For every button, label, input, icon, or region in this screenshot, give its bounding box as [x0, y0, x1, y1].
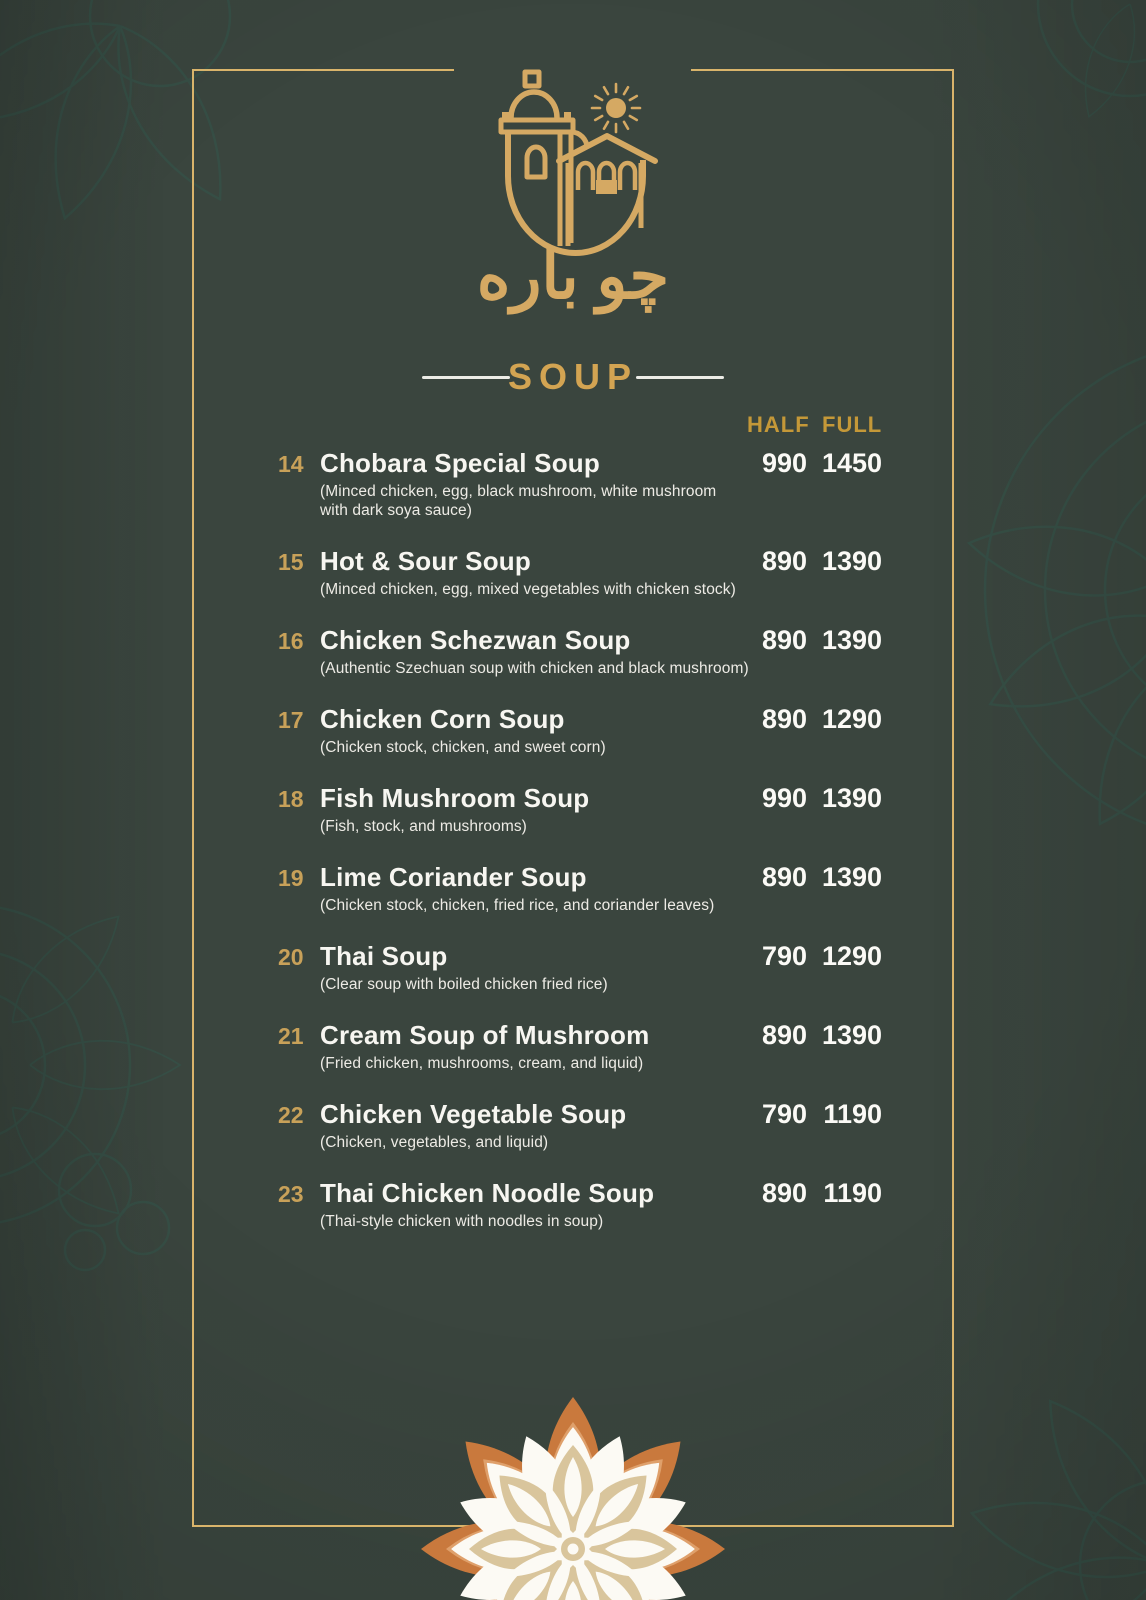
- item-price-half: 890: [761, 704, 807, 734]
- item-description: (Chicken stock, chicken, fried rice, and…: [320, 897, 715, 914]
- menu-item: 17 Chicken Corn Soup 890 1290 (Chicken s…: [278, 704, 882, 757]
- item-description: (Fish, stock, and mushrooms): [320, 818, 527, 835]
- item-name: Chicken Corn Soup: [320, 704, 565, 734]
- item-name: Chicken Vegetable Soup: [320, 1099, 627, 1129]
- item-name: Chobara Special Soup: [320, 448, 600, 478]
- frame-border-top-right-segment: [691, 69, 954, 71]
- item-name: Cream Soup of Mushroom: [320, 1020, 650, 1050]
- item-price-half: 890: [761, 862, 807, 892]
- item-number: 21: [278, 1023, 304, 1049]
- item-price-full: 1290: [822, 704, 883, 734]
- item-description: (Thai-style chicken with noodles in soup…: [320, 1213, 604, 1230]
- item-price-full: 1190: [823, 1178, 882, 1208]
- menu-item: 20 Thai Soup 790 1290 (Clear soup with b…: [278, 941, 882, 994]
- item-price-half: 990: [761, 783, 807, 813]
- item-description: (Fried chicken, mushrooms, cream, and li…: [320, 1055, 644, 1072]
- item-price-full: 1190: [823, 1099, 882, 1129]
- item-number: 15: [278, 549, 304, 575]
- item-price-half: 890: [761, 546, 807, 576]
- menu-item: 19 Lime Coriander Soup 890 1390 (Chicken…: [278, 862, 882, 915]
- item-price-full: 1390: [822, 1020, 883, 1050]
- item-price-full: 1390: [822, 625, 883, 655]
- item-price-half: 890: [761, 1178, 807, 1208]
- item-price-full: 1390: [822, 546, 883, 576]
- item-number: 18: [278, 786, 304, 812]
- item-number: 19: [278, 865, 304, 891]
- menu-item: 14 Chobara Special Soup 990 1450 (Minced…: [278, 448, 882, 520]
- frame-border-right: [952, 69, 954, 1527]
- item-number: 20: [278, 944, 304, 970]
- menu-items: 14 Chobara Special Soup 990 1450 (Minced…: [278, 448, 882, 1257]
- item-price-half: 790: [761, 941, 807, 971]
- item-price-full: 1390: [822, 862, 883, 892]
- ornament-top-right: [1036, 0, 1146, 125]
- ornament-left: [0, 898, 181, 1232]
- mandala-flower-icon: [421, 1397, 725, 1600]
- section-header: SOUP: [0, 356, 1146, 402]
- item-price-half: 890: [761, 1020, 807, 1050]
- item-name: Lime Coriander Soup: [320, 862, 587, 892]
- item-name: Hot & Sour Soup: [320, 546, 531, 576]
- frame-border-top-left-segment: [192, 69, 454, 71]
- section-divider-left: [422, 376, 510, 379]
- menu-item: 15 Hot & Sour Soup 890 1390 (Minced chic…: [278, 546, 882, 599]
- menu-item: 21 Cream Soup of Mushroom 890 1390 (Frie…: [278, 1020, 882, 1073]
- item-description: (Minced chicken, egg, black mushroom, wh…: [320, 483, 717, 519]
- minaret-tower-icon: [498, 69, 590, 246]
- item-price-half: 890: [761, 625, 807, 655]
- section-divider-right: [636, 376, 724, 379]
- item-name: Thai Chicken Noodle Soup: [320, 1178, 655, 1208]
- chobara-building-logo: [498, 69, 658, 256]
- item-price-full: 1290: [822, 941, 883, 971]
- frame-border-left: [192, 69, 194, 1527]
- item-description: (Clear soup with boiled chicken fried ri…: [320, 976, 608, 993]
- item-price-half: 990: [761, 448, 807, 478]
- item-description: (Chicken, vegetables, and liquid): [320, 1134, 549, 1151]
- item-number: 17: [278, 707, 304, 733]
- ornament-bottom-left: [57, 1152, 171, 1272]
- menu-item: 22 Chicken Vegetable Soup 790 1190 (Chic…: [278, 1099, 882, 1152]
- menu-item: 18 Fish Mushroom Soup 990 1390 (Fish, st…: [278, 783, 882, 836]
- item-description: (Minced chicken, egg, mixed vegetables w…: [320, 581, 736, 598]
- menu-item: 16 Chicken Schezwan Soup 890 1390 (Authe…: [278, 625, 882, 678]
- item-number: 22: [278, 1102, 304, 1128]
- sun-icon: [590, 82, 642, 134]
- brand-calligraphy: چو باره: [476, 240, 670, 312]
- item-number: 16: [278, 628, 304, 654]
- price-column-headers: HALF FULL: [278, 412, 882, 438]
- item-number: 23: [278, 1181, 304, 1207]
- ornament-bottom-right: [962, 1381, 1146, 1600]
- item-name: Fish Mushroom Soup: [320, 783, 590, 813]
- item-description: (Authentic Szechuan soup with chicken an…: [320, 660, 749, 677]
- item-price-full: 1390: [822, 783, 883, 813]
- item-name: Thai Soup: [320, 941, 448, 971]
- item-name: Chicken Schezwan Soup: [320, 625, 631, 655]
- item-number: 14: [278, 451, 304, 477]
- item-price-half: 790: [761, 1099, 807, 1129]
- full-column-label: FULL: [822, 412, 883, 437]
- menu-item: 23 Thai Chicken Noodle Soup 890 1190 (Th…: [278, 1178, 882, 1231]
- half-column-label: HALF: [747, 412, 810, 437]
- shield-icon: [505, 133, 646, 256]
- item-price-full: 1450: [822, 448, 883, 478]
- ornament-right: [962, 355, 1146, 842]
- section-title: SOUP: [507, 356, 639, 397]
- item-description: (Chicken stock, chicken, and sweet corn): [320, 739, 606, 756]
- ornament-top-left: [0, 0, 250, 229]
